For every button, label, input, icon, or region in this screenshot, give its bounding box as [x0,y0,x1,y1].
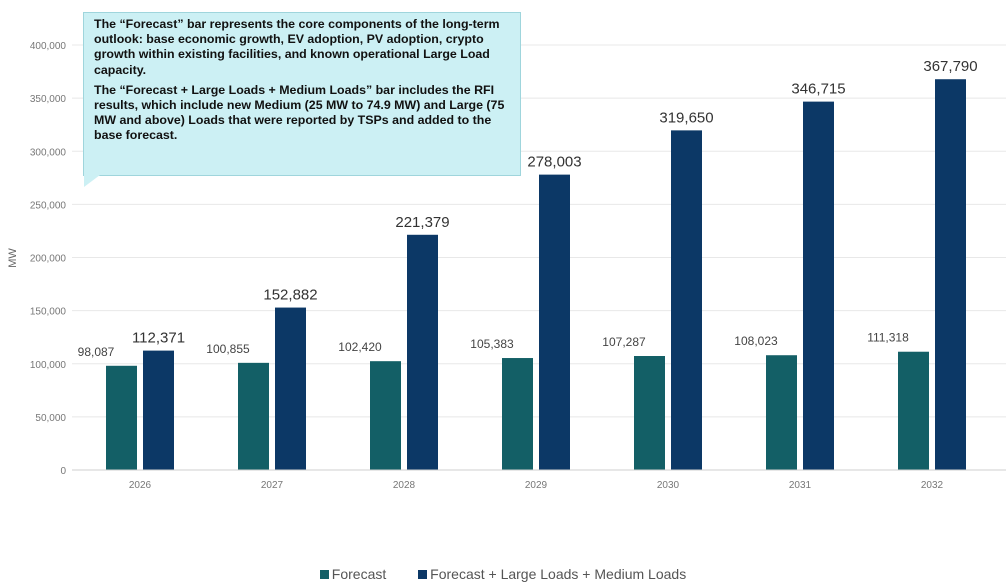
legend-item-forecast: Forecast [319,566,387,582]
bar-forecast-2031 [766,355,797,470]
callout-paragraph-1: The “Forecast” bar represents the core c… [94,17,500,77]
y-tick-label: 400,000 [30,41,67,52]
data-label-forecast-2031: 108,023 [734,334,778,348]
bars [106,79,966,471]
y-axis-ticks: 0 50,000 100,000 150,000 200,000 250,000 300,0… [30,41,67,477]
bar-forecast-2032 [898,351,929,470]
data-label-forecast-large-medium-2030: 319,650 [659,109,713,126]
data-labels: 98,087 112,371 100,855 152,882 102,420 221,37… [78,58,978,359]
data-label-forecast-large-medium-2032: 367,790 [923,58,977,75]
y-tick-label: 200,000 [30,254,67,265]
y-tick-label: 350,000 [30,94,67,105]
chart-legend: Forecast Forecast + Large Loads + Medium… [0,566,1006,582]
data-label-forecast-large-medium-2027: 152,882 [263,287,317,304]
legend-item-forecast-large-medium: Forecast + Large Loads + Medium Loads [418,566,686,582]
legend-label-forecast: Forecast [331,566,387,582]
x-tick-label-2029: 2029 [525,480,548,491]
annotation-callout: The “Forecast” bar represents the core c… [83,12,521,176]
data-label-forecast-large-medium-2031: 346,715 [791,81,845,98]
y-tick-label: 50,000 [35,413,66,424]
legend-label-forecast-large-medium: Forecast + Large Loads + Medium Loads [430,566,687,582]
callout-pointer [84,175,100,187]
bar-forecast-large-medium-2032 [935,79,966,471]
bar-forecast-2029 [502,358,533,470]
bar-forecast-large-medium-2026 [143,350,174,470]
y-tick-label: 300,000 [30,147,67,158]
x-axis-ticks: 2026 2027 2028 2029 2030 2031 2032 [129,480,944,491]
x-tick-label-2027: 2027 [261,480,284,491]
y-tick-label: 100,000 [30,360,67,371]
x-tick-label-2026: 2026 [129,480,152,491]
bar-forecast-large-medium-2027 [275,307,306,470]
bar-forecast-large-medium-2029 [539,174,570,470]
y-tick-label: 250,000 [30,200,67,211]
data-label-forecast-large-medium-2028: 221,379 [395,214,449,231]
callout-paragraph-2: The “Forecast + Large Loads + Medium Loa… [94,82,505,143]
data-label-forecast-large-medium-2026: 112,371 [132,330,185,347]
data-label-forecast-large-medium-2029: 278,003 [527,154,581,171]
x-tick-label-2030: 2030 [657,480,680,491]
data-label-forecast-2026: 98,087 [78,345,115,359]
bar-forecast-large-medium-2031 [803,101,834,471]
data-label-forecast-2032: 111,318 [867,331,909,345]
legend-swatch-forecast-large-medium [418,570,428,579]
legend-swatch-forecast [319,570,329,579]
y-tick-label: 0 [60,466,66,477]
x-tick-label-2028: 2028 [393,480,416,491]
bar-forecast-large-medium-2028 [407,234,438,470]
bar-forecast-2026 [106,365,137,470]
data-label-forecast-2028: 102,420 [338,340,382,354]
bar-forecast-2027 [238,362,269,470]
bar-forecast-2028 [370,361,401,470]
data-label-forecast-2029: 105,383 [470,337,514,351]
bar-forecast-large-medium-2030 [671,130,702,470]
data-label-forecast-2027: 100,855 [206,342,250,356]
bar-forecast-2030 [634,356,665,470]
data-label-forecast-2030: 107,287 [602,335,646,349]
y-tick-label: 150,000 [30,307,67,318]
y-axis-label: MW [7,248,19,268]
x-tick-label-2031: 2031 [789,480,812,491]
x-tick-label-2032: 2032 [921,480,944,491]
